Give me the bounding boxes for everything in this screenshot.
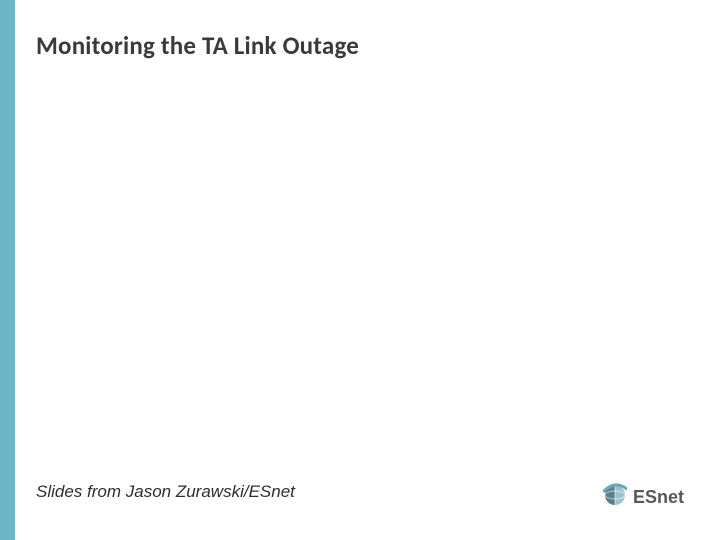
slide: Monitoring the TA Link Outage Slides fro…	[0, 0, 720, 540]
globe-icon	[603, 483, 627, 512]
slide-title: Monitoring the TA Link Outage	[36, 30, 359, 61]
esnet-logo: ESnet	[603, 483, 684, 512]
esnet-logo-text: ESnet	[633, 487, 684, 508]
left-accent-bar	[0, 0, 15, 540]
slide-attribution: Slides from Jason Zurawski/ESnet	[36, 482, 295, 502]
